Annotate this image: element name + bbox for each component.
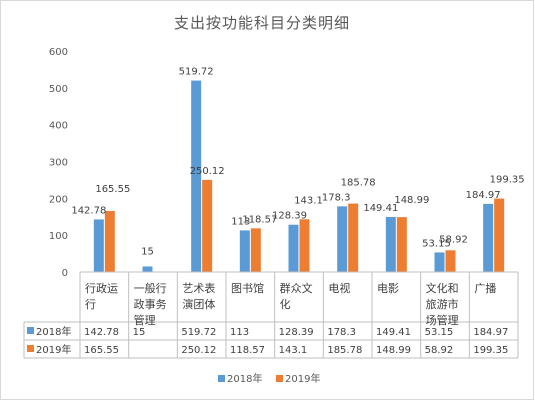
y-tick-label: 0 <box>62 268 68 279</box>
data-label: 250.12 <box>190 166 225 177</box>
table-cell: 58.92 <box>425 345 454 356</box>
category-label: 电影 <box>377 282 399 295</box>
bar <box>348 203 359 272</box>
bar <box>494 198 505 272</box>
y-tick-label: 600 <box>49 47 68 58</box>
category-label: 文化和 <box>426 281 459 295</box>
category-label: 行 <box>85 298 96 311</box>
legend: 2018年 2019年 <box>218 372 320 385</box>
data-label: 519.72 <box>179 67 214 78</box>
category-label: 一般行 <box>134 282 167 295</box>
table-cell: 53.15 <box>425 327 454 338</box>
bar <box>142 266 153 272</box>
series-name: 2019年 <box>36 343 71 356</box>
legend-label: 2019年 <box>285 372 320 385</box>
category-label: 旅游市 <box>426 297 459 311</box>
table-cell: 113 <box>230 327 249 338</box>
legend-swatch <box>276 375 283 382</box>
bar <box>93 219 104 272</box>
table-cell: 15 <box>133 327 146 338</box>
table-cell: 519.72 <box>181 327 216 338</box>
table-cell: 149.41 <box>376 327 411 338</box>
category-label: 化 <box>280 297 291 311</box>
series-swatch <box>27 345 34 352</box>
table-cell: 128.39 <box>279 327 314 338</box>
y-tick-label: 500 <box>49 84 68 95</box>
y-tick-label: 100 <box>49 231 68 242</box>
data-label: 185.78 <box>341 178 376 189</box>
y-tick-label: 300 <box>49 158 68 169</box>
y-axis: 0 100 200 300 400 500 600 <box>49 47 68 279</box>
bar <box>202 179 213 272</box>
bar <box>299 219 310 272</box>
table-cell: 118.57 <box>230 345 265 356</box>
data-label: 15 <box>141 246 154 257</box>
category-label: 群众文 <box>280 281 313 295</box>
bar <box>434 252 445 272</box>
data-label: 184.97 <box>466 190 501 201</box>
series-swatch <box>27 327 34 334</box>
category-label: 广播 <box>474 281 496 295</box>
data-label: 148.99 <box>394 195 429 206</box>
category-label: 图书馆 <box>231 281 264 295</box>
data-label: 143.1 <box>294 195 323 206</box>
bar <box>191 80 202 273</box>
data-label: 149.41 <box>363 203 398 214</box>
data-label: 53.15 <box>422 238 451 249</box>
legend-swatch <box>218 375 225 382</box>
table-cell: 142.78 <box>84 327 119 338</box>
table-cell: 148.99 <box>376 345 411 356</box>
table-cell: 250.12 <box>181 345 216 356</box>
table-cell: 178.3 <box>327 327 356 338</box>
chart-title: 支出按功能科目分类明细 <box>174 14 350 32</box>
data-label: 178.3 <box>322 192 351 203</box>
legend-label: 2018年 <box>227 372 262 385</box>
table-cell: 199.35 <box>473 345 508 356</box>
data-labels: 142.78 15 519.72 113 128.39 178.3 149.41 53.15 1… <box>71 67 524 258</box>
data-label: 118.57 <box>242 214 277 225</box>
bar <box>250 228 261 272</box>
bar <box>239 230 250 272</box>
category-label: 电视 <box>328 281 350 295</box>
bar <box>396 217 407 272</box>
data-label: 113 <box>231 216 250 227</box>
category-label: 管理 <box>134 313 156 327</box>
data-label: 199.35 <box>490 175 525 186</box>
bar <box>445 250 456 272</box>
y-tick-label: 400 <box>49 121 68 132</box>
category-label: 场管理 <box>426 313 459 327</box>
bar <box>288 224 299 272</box>
y-tick-label: 200 <box>49 194 68 205</box>
category-label: 演团体 <box>182 297 215 311</box>
bar <box>483 203 494 272</box>
table-cell: 143.1 <box>279 345 308 356</box>
table-cell: 185.78 <box>327 345 362 356</box>
bar <box>337 206 348 272</box>
table-cell: 165.55 <box>84 345 119 356</box>
table-cell: 184.97 <box>473 327 508 338</box>
bar <box>385 216 396 272</box>
category-label: 行政运 <box>85 281 118 295</box>
category-label: 艺术表 <box>182 281 215 295</box>
data-label: 142.78 <box>71 205 106 216</box>
data-label: 128.39 <box>272 211 307 222</box>
bars <box>93 80 505 273</box>
bar <box>104 211 115 272</box>
series-name: 2018年 <box>36 325 71 338</box>
data-label: 58.92 <box>439 234 468 245</box>
category-label: 政事务 <box>134 297 167 311</box>
data-label: 165.55 <box>95 184 130 195</box>
